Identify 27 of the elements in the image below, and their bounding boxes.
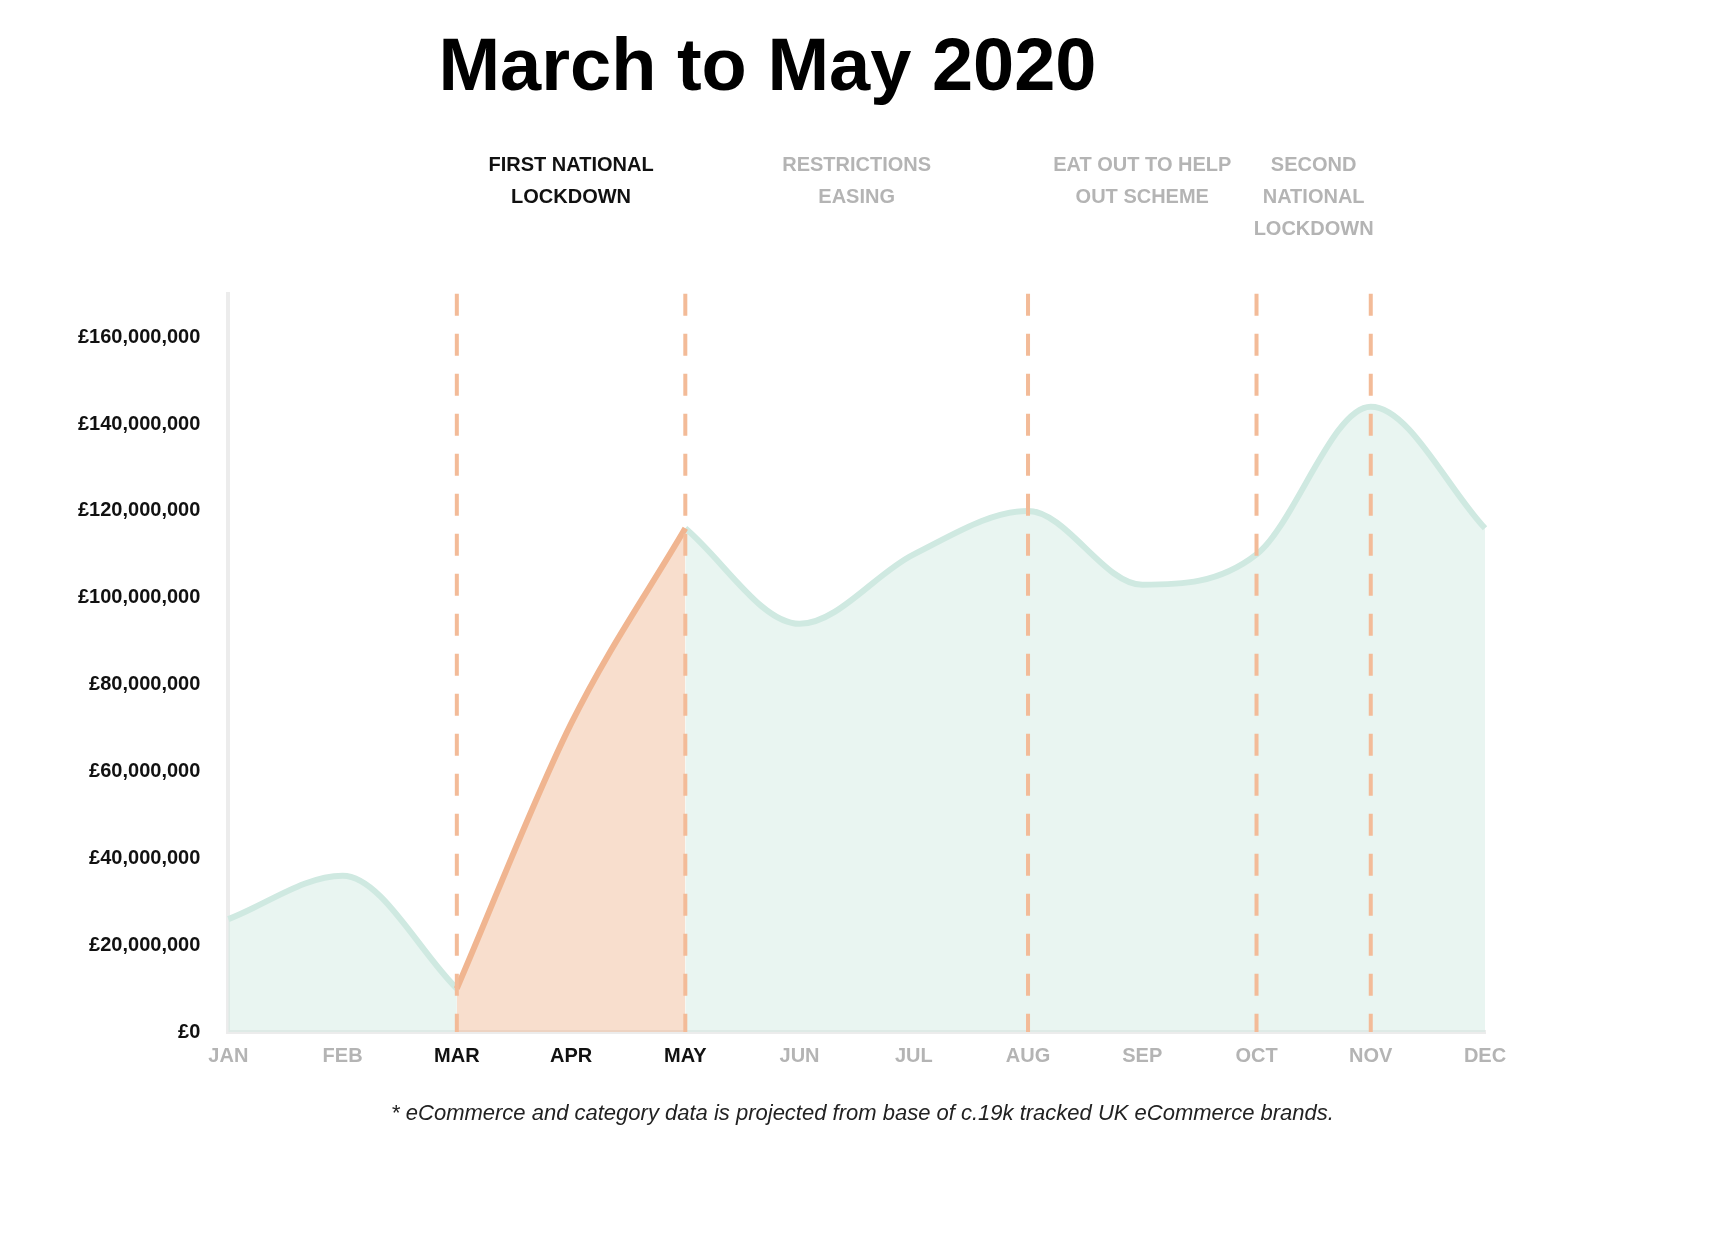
y-tick-label: £120,000,000: [78, 498, 201, 521]
x-tick-label: NOV: [1349, 1043, 1394, 1066]
x-tick-label: JUN: [779, 1043, 820, 1066]
y-tick-label: £140,000,000: [78, 411, 201, 434]
x-tick-label: AUG: [1005, 1043, 1051, 1066]
x-tick-label: SEP: [1122, 1043, 1163, 1066]
x-tick-label: FEB: [322, 1043, 363, 1066]
y-tick-label: £60,000,000: [89, 758, 201, 781]
text: SECOND NATIONAL LOCKDOWN: [1253, 152, 1374, 239]
x-tick-label: JAN: [208, 1043, 249, 1066]
y-tick-label: £80,000,000: [89, 672, 201, 695]
y-tick-label: £160,000,000: [78, 324, 201, 347]
x-tick-label: MAY: [664, 1043, 708, 1066]
y-tick-label: £20,000,000: [89, 932, 201, 955]
x-tick-label: MAR: [434, 1043, 481, 1066]
y-tick-label: £40,000,000: [89, 845, 201, 868]
x-tick-label: OCT: [1235, 1043, 1278, 1066]
y-tick-label: £0: [178, 1019, 201, 1042]
y-tick-label: £100,000,000: [78, 585, 201, 608]
chart-title: March to May 2020: [438, 22, 1097, 106]
x-tick-label: DEC: [1463, 1043, 1507, 1066]
x-tick-label: APR: [549, 1043, 593, 1066]
x-tick-label: JUL: [894, 1043, 933, 1066]
text: RESTRICTIONS EASING: [782, 152, 932, 207]
text: FIRST NATIONAL LOCKDOWN: [488, 152, 654, 207]
text: * eCommerce and category data is projected from base of c.19k tracked UK eCommerce brands.: [390, 1100, 1335, 1126]
text: EAT OUT TO HELP OUT SCHEME: [1053, 152, 1232, 207]
